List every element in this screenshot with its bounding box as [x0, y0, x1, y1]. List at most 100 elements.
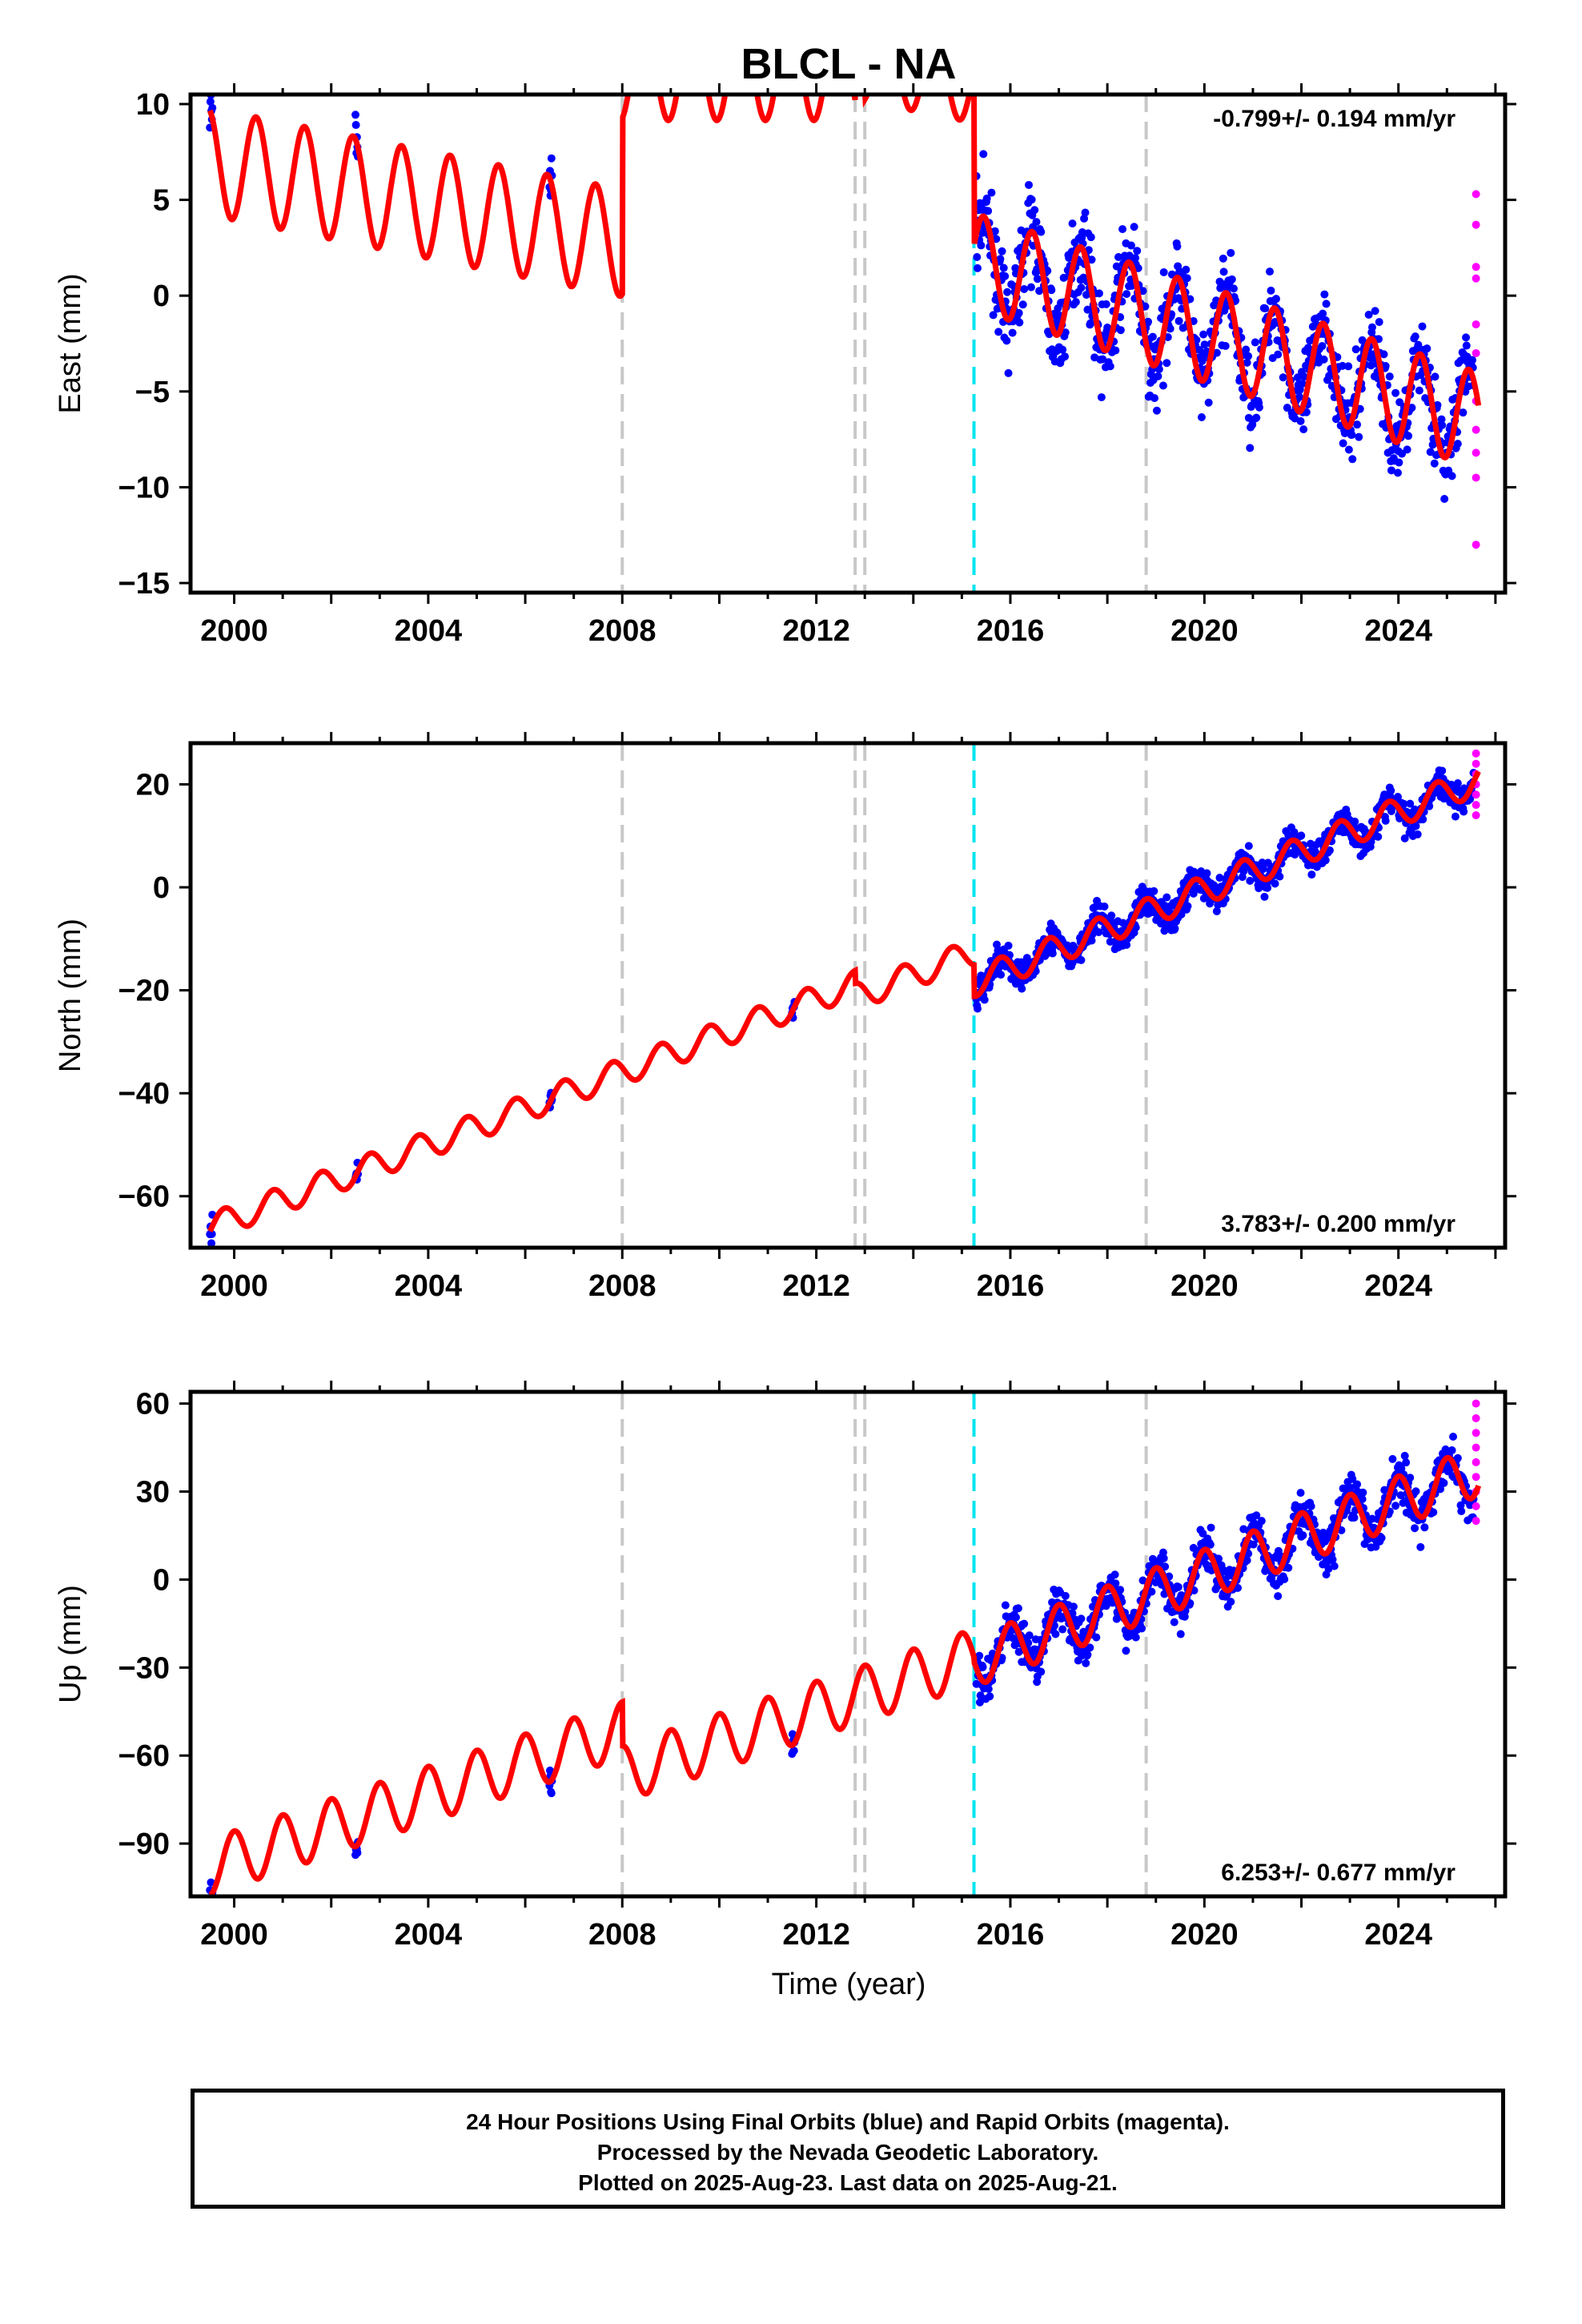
final-orbit-point [1304, 344, 1313, 352]
final-orbit-point [977, 971, 986, 980]
final-orbit-point [1197, 412, 1206, 421]
final-orbit-point [1154, 365, 1163, 374]
final-orbit-point [1374, 832, 1383, 841]
final-orbit-point [1243, 358, 1251, 367]
final-orbit-point [984, 207, 993, 215]
final-orbit-point [1061, 1591, 1070, 1600]
final-orbit-point [1406, 1474, 1415, 1482]
final-orbit-point [1415, 386, 1423, 395]
y-tick-label: 60 [136, 1388, 170, 1421]
final-orbit-point [1219, 267, 1228, 276]
final-orbit-point [207, 1229, 216, 1238]
rapid-orbit-point [1472, 448, 1480, 457]
final-orbit-point [1260, 892, 1269, 901]
x-tick-label: 2000 [200, 614, 268, 648]
final-orbit-point [1388, 1454, 1397, 1463]
final-orbit-point [1148, 332, 1157, 341]
final-orbit-point [1375, 318, 1383, 327]
final-orbit-point [1453, 779, 1462, 788]
final-orbit-point [1204, 398, 1213, 407]
rapid-orbit-point [1472, 1429, 1480, 1437]
final-orbit-point [998, 247, 1006, 255]
final-orbit-point [1402, 1458, 1411, 1467]
final-orbit-point [1284, 1563, 1293, 1572]
y-tick-label: −40 [118, 1077, 170, 1111]
final-orbit-point [1150, 394, 1159, 403]
final-orbit-point [1183, 902, 1192, 911]
final-orbit-point [975, 1651, 984, 1660]
rapid-orbit-point [1472, 1517, 1480, 1526]
final-orbit-point [1162, 359, 1171, 368]
final-orbit-point [1227, 1598, 1235, 1606]
rapid-orbit-point [1472, 1399, 1480, 1408]
final-orbit-point [1437, 415, 1446, 424]
final-orbit-point [1243, 1556, 1251, 1565]
final-orbit-point [1307, 1502, 1315, 1510]
rapid-orbit-point [1472, 1413, 1480, 1422]
y-tick-label: 5 [153, 184, 170, 218]
final-orbit-point [1180, 1612, 1189, 1621]
final-orbit-point [1229, 284, 1238, 293]
final-orbit-point [1126, 241, 1135, 250]
final-orbit-point [1068, 959, 1077, 967]
x-tick-label: 2004 [395, 614, 463, 648]
final-orbit-point [1092, 1633, 1101, 1642]
final-orbit-point [1275, 872, 1284, 881]
final-orbit-point [1037, 227, 1046, 236]
final-orbit-point [351, 121, 360, 130]
final-orbit-point [1025, 180, 1034, 189]
final-orbit-point [1381, 816, 1390, 825]
rate-label: 3.783+/- 0.200 mm/yr [1221, 1211, 1456, 1237]
final-orbit-point [1320, 290, 1329, 299]
final-orbit-point [982, 194, 991, 203]
x-tick-label: 2016 [977, 1918, 1045, 1952]
y-axis-label: East (mm) [54, 273, 87, 413]
final-orbit-point [1258, 858, 1267, 867]
x-tick-label: 2012 [782, 1269, 850, 1303]
x-tick-label: 2000 [200, 1269, 268, 1303]
final-orbit-point [1460, 807, 1468, 816]
final-orbit-point [1295, 392, 1304, 401]
final-orbit-point [1086, 1643, 1094, 1652]
chart-title: BLCL - NA [741, 40, 957, 88]
final-orbit-point [1457, 1507, 1466, 1516]
final-orbit-point [978, 1663, 987, 1671]
final-orbit-point [1118, 225, 1127, 234]
final-orbit-point [1391, 1502, 1400, 1510]
final-orbit-point [1037, 1667, 1046, 1676]
final-orbit-point [1116, 1586, 1125, 1594]
final-orbit-point [986, 1692, 994, 1701]
final-orbit-point [1404, 432, 1413, 440]
final-orbit-point [1387, 466, 1395, 475]
final-orbit-point [1353, 1480, 1362, 1489]
final-orbit-point [1097, 393, 1106, 402]
model-fit-line [207, 94, 1482, 460]
final-orbit-point [997, 971, 1006, 979]
final-orbit-point [1024, 1638, 1033, 1647]
final-orbit-point [1058, 345, 1067, 354]
x-tick-label: 2020 [1170, 614, 1239, 648]
final-orbit-point [1147, 1587, 1156, 1596]
final-orbit-point [1391, 388, 1400, 397]
final-orbit-point [1215, 874, 1224, 883]
rate-label: 6.253+/- 0.677 mm/yr [1221, 1860, 1456, 1886]
final-orbit-point [1122, 290, 1131, 299]
final-orbit-point [1351, 345, 1360, 354]
y-tick-label: −60 [118, 1180, 170, 1214]
final-orbit-point [1001, 1601, 1010, 1610]
final-orbit-point [1244, 842, 1253, 850]
plot-area [206, 1392, 1482, 1896]
final-orbit-point [1077, 1614, 1086, 1623]
final-orbit-point [1020, 1619, 1029, 1628]
final-orbit-point [1025, 1631, 1034, 1640]
final-orbit-point [789, 4, 797, 12]
final-orbit-point [1307, 870, 1316, 879]
final-orbit-point [990, 227, 999, 235]
rapid-orbit-point [1472, 1473, 1480, 1482]
final-orbit-point [1290, 828, 1299, 837]
final-orbit-point [1246, 876, 1255, 885]
final-orbit-point [1102, 300, 1110, 308]
final-orbit-point [1358, 336, 1367, 344]
final-orbit-point [1086, 319, 1095, 328]
final-orbit-point [1001, 271, 1010, 280]
